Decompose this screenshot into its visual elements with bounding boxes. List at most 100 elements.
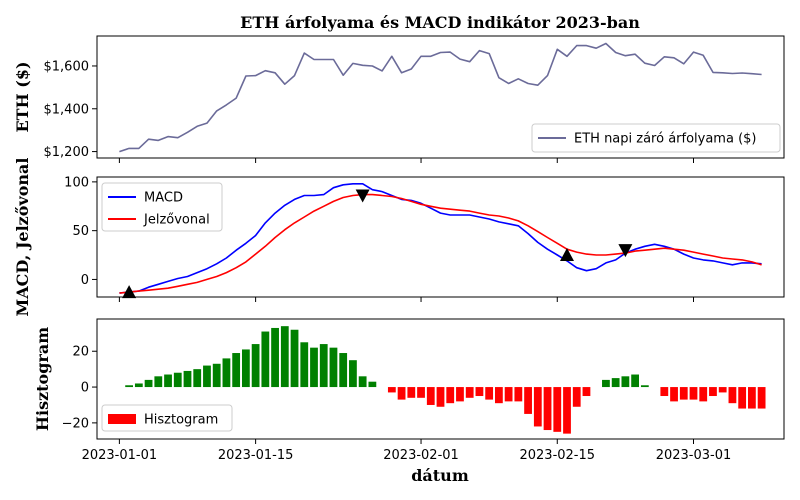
x-tick-label: 2023-02-15 (519, 448, 595, 463)
plot-frame (96, 35, 785, 159)
histogram-bar (251, 344, 260, 388)
histogram-bar (533, 387, 542, 427)
histogram-bar (417, 387, 425, 398)
histogram-bar (290, 329, 299, 388)
panel-2: 0 50 100 MACD, Jelzővonal MACD Jelzővonal (13, 158, 785, 317)
y-tick-label: 100 (64, 175, 89, 190)
histogram-bar (222, 358, 231, 388)
histogram-bar (446, 387, 455, 404)
histogram-bar (611, 378, 620, 388)
histogram-bar (631, 374, 640, 388)
histogram-bar (738, 387, 747, 409)
histogram-bar (241, 349, 250, 388)
histogram-bar (582, 387, 591, 397)
y-tick-label: $1,600 (44, 59, 90, 74)
y-tick-label: 0 (81, 273, 89, 288)
x-tick-label: 2023-03-01 (656, 448, 732, 463)
histogram-bar (563, 387, 571, 434)
histogram-bar (125, 385, 134, 388)
y-tick-label: $1,200 (44, 145, 90, 160)
histogram-bar (397, 387, 406, 400)
histogram-bar (640, 385, 649, 388)
y-tick-label: 50 (72, 224, 89, 239)
histogram-bar (699, 387, 708, 402)
y-axis-label: MACD, Jelzővonal (13, 158, 32, 317)
histogram-bar (465, 387, 474, 398)
legend-swatch (108, 414, 136, 424)
histogram-bar (553, 387, 562, 432)
histogram-bar (173, 372, 182, 388)
histogram-bar (504, 387, 513, 402)
histogram-bar (319, 344, 328, 388)
chart-title: ETH árfolyama és MACD indikátor 2023-ban (240, 13, 640, 32)
y-tick-label: 20 (72, 345, 89, 360)
x-tick-label: 2023-01-01 (82, 448, 158, 463)
histogram-bar (358, 376, 367, 388)
histogram-bar (621, 376, 630, 388)
plot-frame (96, 318, 785, 440)
histogram-bar (436, 387, 445, 407)
histogram-bar (329, 347, 338, 388)
legend: ETH napi záró árfolyama ($) (531, 123, 781, 153)
histogram-bar (426, 387, 435, 405)
x-tick-label: 2023-02-01 (383, 448, 459, 463)
histogram-bar (660, 387, 669, 397)
panel-3: −20 0 20 Hisztogram Hisztogram (33, 318, 785, 444)
panel-1: $1,200 $1,400 $1,600 ETH ($) ETH napi záró á… (13, 35, 785, 163)
histogram-bar (602, 379, 610, 388)
y-tick-label: 0 (81, 381, 89, 396)
histogram-bar (456, 387, 464, 402)
histogram-bar (300, 342, 309, 388)
series-line-1 (119, 42, 762, 153)
histogram-bar (524, 387, 532, 414)
histogram-bar (689, 387, 698, 400)
y-axis-label: ETH ($) (13, 61, 32, 132)
legend: MACD Jelzővonal (101, 182, 223, 232)
legend-label: MACD (144, 191, 183, 206)
buy-signal-marker (122, 285, 137, 299)
histogram-bar (310, 347, 318, 388)
legend-box (531, 123, 781, 153)
histogram-bar (757, 387, 766, 409)
histogram-bar (709, 387, 717, 397)
plot-frame (96, 176, 785, 298)
histogram-bar (261, 331, 270, 388)
histogram-bar (271, 327, 279, 388)
legend: Hisztogram (101, 404, 233, 432)
legend-label: Hisztogram (144, 413, 218, 428)
histogram-bar (232, 353, 241, 388)
histogram-bar (203, 365, 211, 388)
y-axis-label: Hisztogram (33, 327, 52, 431)
histogram-bar (475, 387, 484, 397)
histogram-bar (144, 379, 153, 388)
buy-signal-marker (560, 248, 575, 262)
histogram-bar (164, 374, 172, 388)
legend-label: ETH napi záró árfolyama ($) (574, 132, 757, 147)
histogram-bar (572, 387, 581, 407)
x-tick-label: 2023-01-15 (218, 448, 294, 463)
histogram-bar (494, 387, 503, 404)
histogram-bar (485, 387, 494, 400)
histogram-bar (134, 383, 143, 388)
y-tick-label: −20 (62, 416, 89, 431)
histogram-bar (280, 326, 289, 388)
series-line-1 (119, 183, 762, 294)
histogram-bar (728, 387, 737, 404)
series-line-2 (119, 193, 762, 294)
x-axis-label: dátum (411, 466, 469, 485)
sell-signal-marker (618, 244, 633, 258)
legend-box (101, 404, 233, 432)
histogram-bar (407, 387, 416, 398)
histogram-bar (349, 360, 357, 388)
histogram-bar (543, 387, 552, 431)
histogram-bar (747, 387, 756, 409)
histogram-bar (212, 363, 221, 388)
histogram-bar (679, 387, 688, 400)
histogram-bar (154, 376, 163, 388)
legend-label: Jelzővonal (143, 213, 210, 228)
histogram-bar (183, 370, 192, 388)
histogram-bar (339, 353, 348, 388)
histogram-bar (718, 387, 727, 393)
sell-signal-marker (355, 189, 370, 203)
